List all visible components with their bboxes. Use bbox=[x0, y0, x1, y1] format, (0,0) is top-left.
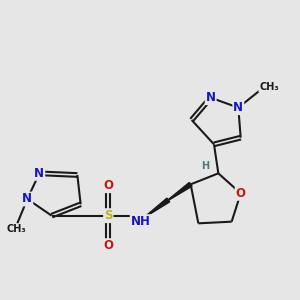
Text: O: O bbox=[103, 179, 113, 192]
Polygon shape bbox=[168, 182, 192, 200]
Text: O: O bbox=[236, 187, 246, 200]
Text: NH: NH bbox=[131, 215, 151, 228]
Text: O: O bbox=[103, 239, 113, 252]
Text: CH₃: CH₃ bbox=[7, 224, 26, 234]
Text: N: N bbox=[206, 91, 216, 104]
Text: H: H bbox=[202, 161, 210, 171]
Text: S: S bbox=[104, 209, 112, 222]
Text: N: N bbox=[34, 167, 44, 180]
Text: CH₃: CH₃ bbox=[259, 82, 279, 92]
Text: N: N bbox=[233, 101, 243, 114]
Polygon shape bbox=[146, 198, 170, 216]
Text: N: N bbox=[22, 193, 32, 206]
